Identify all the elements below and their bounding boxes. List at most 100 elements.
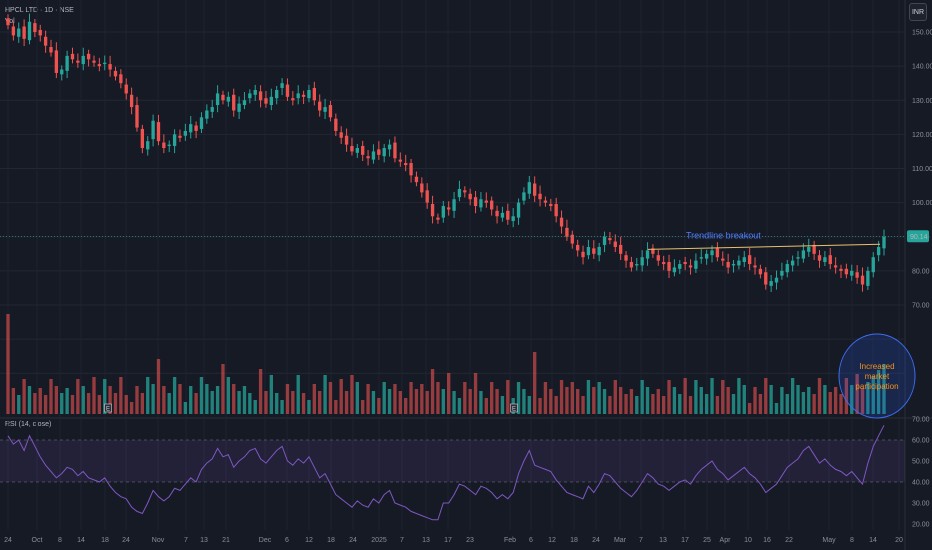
- time-tick-label: Oct: [32, 537, 43, 544]
- volume-bar: [490, 382, 494, 414]
- candle-body: [758, 268, 763, 275]
- candle-body: [377, 149, 381, 155]
- volume-bar: [715, 396, 720, 414]
- candle-body: [113, 70, 118, 77]
- candle-body: [172, 134, 177, 146]
- time-tick-label: 7: [184, 537, 188, 544]
- candle-body: [844, 268, 849, 275]
- volume-bar: [640, 380, 644, 414]
- candle-body: [140, 128, 145, 149]
- time-tick-label: 10: [744, 537, 752, 544]
- volume-bar: [86, 393, 91, 414]
- candle-body: [404, 163, 408, 166]
- volume-bar: [54, 386, 59, 414]
- candle-body: [253, 90, 257, 95]
- volume-bar: [404, 398, 408, 414]
- volume-bar: [737, 378, 741, 414]
- candle-body: [425, 190, 429, 203]
- candle-body: [54, 50, 59, 73]
- volume-bar: [516, 382, 521, 414]
- volume-bar: [242, 386, 247, 414]
- time-tick-label: 17: [444, 537, 452, 544]
- volume-bar: [635, 396, 639, 414]
- candle-body: [457, 188, 462, 198]
- volume-legend[interactable]: Vol: [5, 18, 15, 25]
- candle-body: [860, 275, 865, 285]
- candle-body: [92, 60, 96, 63]
- rsi-tick-label: 70.00: [912, 417, 930, 424]
- trendline: [647, 243, 881, 250]
- volume-bar: [253, 400, 257, 414]
- rsi-line: [7, 425, 885, 521]
- volume-bar: [210, 391, 214, 414]
- volume-bar: [237, 391, 241, 414]
- candle-body: [393, 142, 397, 159]
- volume-bar: [704, 394, 709, 414]
- candle-body: [495, 210, 499, 217]
- volume-bar: [103, 379, 107, 414]
- time-tick-label: 12: [548, 537, 556, 544]
- volume-bar: [495, 389, 499, 414]
- volume-bar: [436, 382, 440, 414]
- rsi-legend[interactable]: RSI (14, close): [5, 421, 52, 428]
- volume-bar: [221, 364, 225, 414]
- volume-bar: [172, 377, 177, 414]
- candle-body: [479, 199, 483, 208]
- candle-body: [275, 90, 279, 99]
- volume-bar: [339, 379, 343, 414]
- time-tick-label: Mar: [614, 537, 627, 544]
- candle-body: [11, 26, 16, 36]
- rsi-tick-label: 40.00: [912, 480, 930, 487]
- candle-body: [151, 120, 155, 140]
- candle-body: [688, 265, 693, 268]
- candle-body: [694, 260, 698, 269]
- candle-body: [430, 203, 435, 217]
- candle-body: [871, 257, 875, 273]
- candle-body: [586, 246, 591, 256]
- candle-body: [645, 250, 650, 259]
- currency-button[interactable]: INR: [909, 3, 927, 21]
- volume-bar: [199, 377, 204, 414]
- volume-bar: [183, 402, 188, 414]
- volume-bar: [473, 373, 478, 414]
- candle-body: [742, 257, 746, 263]
- trendline-label: Trendline breakout: [686, 230, 761, 240]
- candle-body: [823, 257, 827, 263]
- candle-body: [780, 270, 784, 276]
- candle-body: [339, 132, 343, 138]
- volume-bar: [500, 396, 505, 414]
- candle-body: [86, 53, 91, 60]
- candle-body: [683, 262, 687, 265]
- candle-body: [635, 264, 639, 266]
- volume-bar: [592, 387, 596, 414]
- volume-bar: [828, 392, 832, 414]
- time-tick-label: Apr: [720, 537, 732, 544]
- candle-body: [850, 270, 854, 276]
- symbol-legend[interactable]: HPCL LTD · 1D · NSE: [5, 7, 74, 14]
- candle-body: [490, 200, 494, 210]
- candle-body: [882, 236, 886, 249]
- volume-bar: [812, 394, 816, 414]
- candle-body: [737, 260, 741, 266]
- candle-body: [183, 130, 188, 136]
- time-tick-label: Feb: [504, 537, 516, 544]
- time-tick-label: 13: [200, 537, 208, 544]
- volume-bar: [839, 394, 843, 414]
- time-tick-label: 14: [869, 537, 877, 544]
- rsi-tick-label: 50.00: [912, 459, 930, 466]
- volume-bar: [785, 394, 789, 414]
- last-price-label: 90.14: [910, 234, 928, 241]
- volume-bar: [570, 382, 574, 414]
- volume-bar: [205, 384, 209, 414]
- candle-body: [33, 23, 37, 32]
- candle-body: [119, 74, 123, 84]
- volume-bar: [823, 385, 827, 414]
- volume-bar: [264, 391, 268, 414]
- volume-bar: [441, 389, 445, 414]
- volume-bar: [6, 314, 10, 414]
- candle-body: [205, 110, 209, 119]
- volume-bar: [651, 394, 655, 414]
- candle-body: [522, 192, 526, 201]
- volume-bar: [833, 387, 838, 414]
